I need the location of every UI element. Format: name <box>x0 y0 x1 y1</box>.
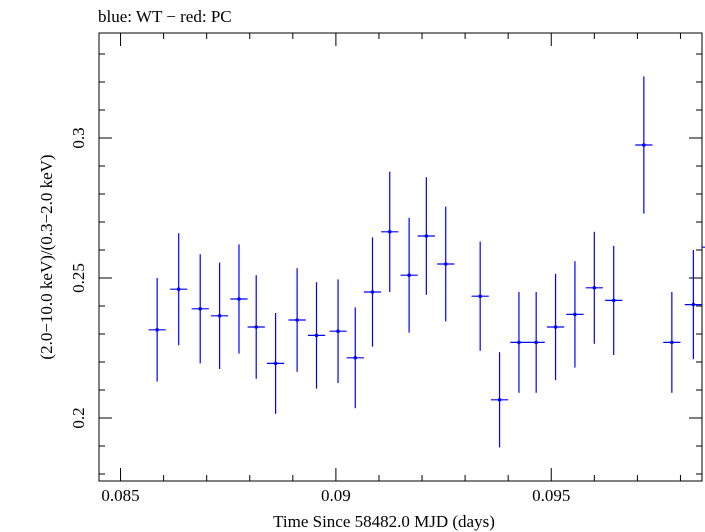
x-tick-label: 0.09 <box>321 486 351 505</box>
data-point <box>273 361 278 366</box>
data-point <box>553 325 558 329</box>
data-point <box>534 340 538 345</box>
data-point <box>336 329 340 334</box>
data-point <box>155 328 159 332</box>
data-point <box>295 318 299 322</box>
data-point <box>424 234 429 238</box>
data-point <box>370 290 375 294</box>
plot-frame <box>98 32 703 482</box>
x-axis-label: Time Since 58482.0 MJD (days) <box>273 512 495 531</box>
data-point <box>407 273 411 278</box>
data-point <box>642 143 646 147</box>
y-axis-label: (2.0−10.0 keV)/(0.3−2.0 keV) <box>37 154 56 359</box>
axis-tick-labels: 0.085 0.09 0.095 0.2 0.25 0.3 <box>69 127 570 505</box>
data-point <box>478 294 482 299</box>
data-point <box>198 307 203 311</box>
data-point <box>691 302 696 307</box>
data-point <box>217 314 222 318</box>
data-point <box>517 340 521 345</box>
x-tick-label: 0.095 <box>532 486 570 505</box>
data-point <box>254 325 259 329</box>
data-point <box>387 230 392 234</box>
data-point <box>497 398 502 402</box>
chart-title: blue: WT − red: PC <box>98 7 232 26</box>
data-point <box>176 287 181 292</box>
y-tick-label: 0.25 <box>69 263 88 293</box>
y-tick-label: 0.2 <box>69 407 88 428</box>
data-point <box>353 356 358 360</box>
axis-ticks <box>99 33 702 481</box>
data-point <box>573 312 577 317</box>
data-point <box>237 297 241 301</box>
data-point <box>443 262 448 266</box>
data-points <box>148 76 705 448</box>
data-point <box>592 286 597 290</box>
y-tick-label: 0.3 <box>69 127 88 148</box>
data-point <box>670 340 674 345</box>
data-point <box>314 333 319 338</box>
data-point <box>611 298 616 303</box>
x-tick-label: 0.085 <box>101 486 139 505</box>
